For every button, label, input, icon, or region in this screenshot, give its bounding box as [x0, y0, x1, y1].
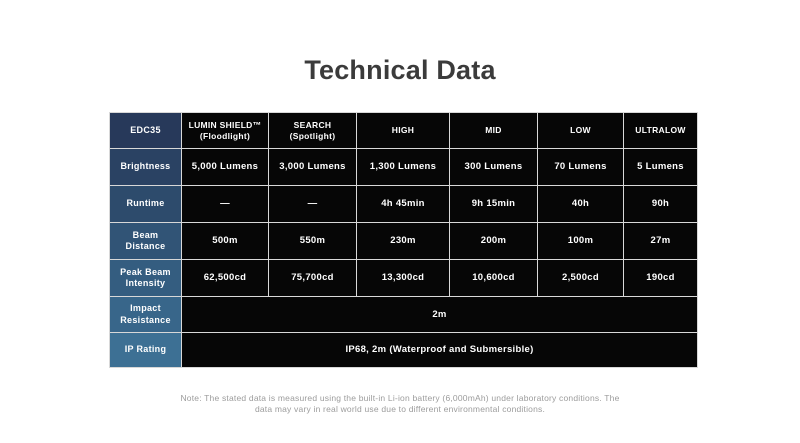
cell-beam-distance-mid: 200m [449, 222, 538, 260]
cell-beam-distance-spotlight: 550m [268, 222, 357, 260]
cell-brightness-mid: 300 Lumens [449, 148, 538, 186]
cell-intensity-high: 13,300cd [356, 259, 450, 297]
table-row-impact-resistance: Impact Resistance 2m [109, 296, 698, 333]
table-row-peak-beam-intensity: Peak Beam Intensity 62,500cd 75,700cd 13… [109, 259, 698, 297]
footer-note-line1: Note: The stated data is measured using … [180, 393, 620, 403]
product-name-cell: EDC35 [109, 112, 182, 149]
row-label: Peak Beam Intensity [109, 259, 182, 297]
cell-brightness-ultralow: 5 Lumens [623, 148, 698, 186]
row-label: Brightness [109, 148, 182, 186]
header-row: EDC35 LUMIN SHIELD™ (Floodlight) SEARCH … [109, 112, 698, 149]
column-header-mid: MID [449, 112, 538, 149]
cell-intensity-floodlight: 62,500cd [181, 259, 269, 297]
column-header-label: LUMIN SHIELD™ [188, 119, 262, 130]
column-header-ultralow: ULTRALOW [623, 112, 698, 149]
cell-intensity-low: 2,500cd [537, 259, 624, 297]
column-header-sublabel: (Spotlight) [289, 130, 336, 141]
cell-intensity-ultralow: 190cd [623, 259, 698, 297]
cell-beam-distance-high: 230m [356, 222, 450, 260]
column-header-high: HIGH [356, 112, 450, 149]
table-row-ip-rating: IP Rating IP68, 2m (Waterproof and Subme… [109, 332, 698, 368]
technical-data-table-wrap: EDC35 LUMIN SHIELD™ (Floodlight) SEARCH … [109, 112, 698, 368]
column-header-low: LOW [537, 112, 624, 149]
cell-intensity-mid: 10,600cd [449, 259, 538, 297]
column-header-lumin-shield: LUMIN SHIELD™ (Floodlight) [181, 112, 269, 149]
row-label: IP Rating [109, 332, 182, 368]
cell-brightness-high: 1,300 Lumens [356, 148, 450, 186]
cell-brightness-floodlight: 5,000 Lumens [181, 148, 269, 186]
table-row-beam-distance: Beam Distance 500m 550m 230m 200m 100m 2… [109, 222, 698, 260]
column-header-search: SEARCH (Spotlight) [268, 112, 357, 149]
footer-note: Note: The stated data is measured using … [0, 393, 800, 415]
row-label: Beam Distance [109, 222, 182, 260]
cell-runtime-low: 40h [537, 185, 624, 223]
cell-impact-resistance: 2m [181, 296, 698, 333]
footer-note-line2: data may vary in real world use due to d… [254, 404, 546, 414]
table-row-brightness: Brightness 5,000 Lumens 3,000 Lumens 1,3… [109, 148, 698, 186]
cell-runtime-high: 4h 45min [356, 185, 450, 223]
cell-beam-distance-floodlight: 500m [181, 222, 269, 260]
cell-ip-rating: IP68, 2m (Waterproof and Submersible) [181, 332, 698, 368]
page-title: Technical Data [304, 55, 496, 85]
row-label: Runtime [109, 185, 182, 223]
cell-beam-distance-low: 100m [537, 222, 624, 260]
column-header-sublabel: (Floodlight) [199, 130, 251, 141]
cell-brightness-spotlight: 3,000 Lumens [268, 148, 357, 186]
cell-runtime-ultralow: 90h [623, 185, 698, 223]
cell-beam-distance-ultralow: 27m [623, 222, 698, 260]
cell-runtime-floodlight: — [181, 185, 269, 223]
row-label: Impact Resistance [109, 296, 182, 333]
table-row-runtime: Runtime — — 4h 45min 9h 15min 40h 90h [109, 185, 698, 223]
technical-data-table: EDC35 LUMIN SHIELD™ (Floodlight) SEARCH … [109, 112, 698, 368]
column-header-label: SEARCH [293, 119, 332, 130]
cell-runtime-mid: 9h 15min [449, 185, 538, 223]
cell-runtime-spotlight: — [268, 185, 357, 223]
cell-brightness-low: 70 Lumens [537, 148, 624, 186]
cell-intensity-spotlight: 75,700cd [268, 259, 357, 297]
